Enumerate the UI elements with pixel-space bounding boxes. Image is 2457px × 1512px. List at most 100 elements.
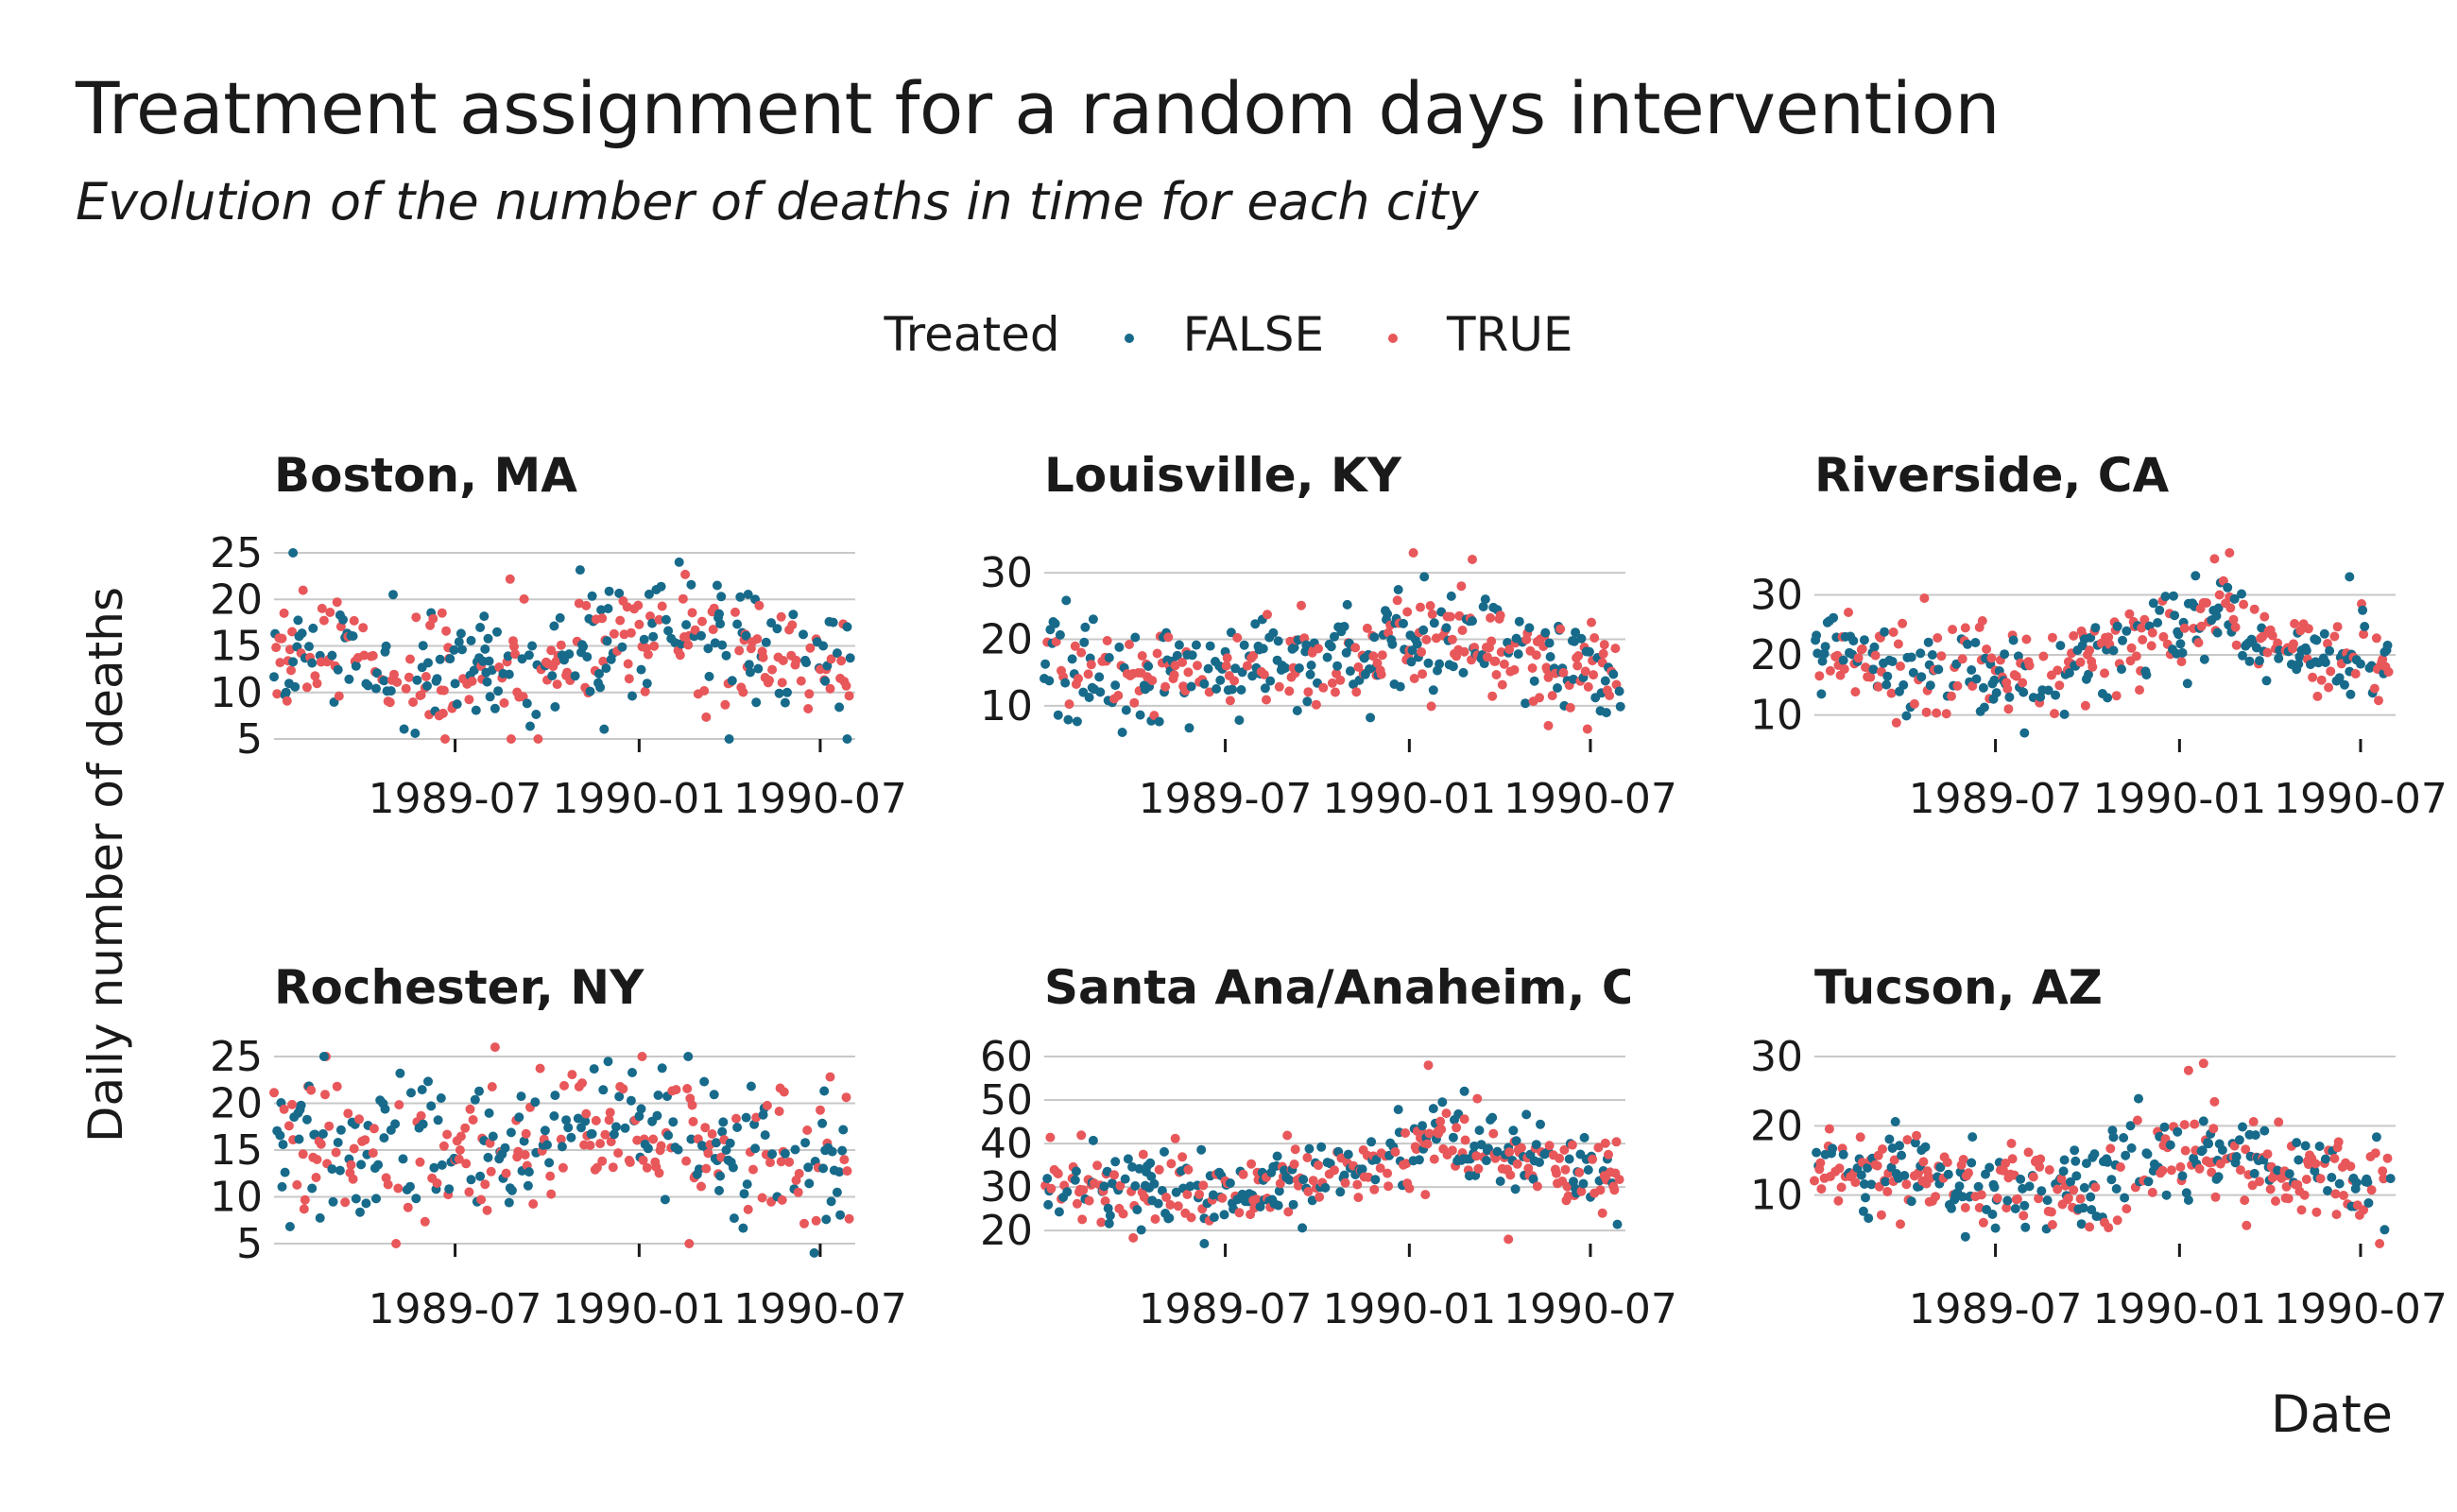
- point-false: [1881, 679, 1892, 690]
- point-false: [2177, 1171, 2188, 1181]
- point-true: [2111, 691, 2122, 701]
- point-false: [1171, 1187, 1181, 1197]
- point-false: [620, 1123, 630, 1133]
- point-true: [1967, 681, 1978, 691]
- point-false: [1369, 632, 1380, 643]
- point-false: [2259, 1125, 2270, 1136]
- point-false: [2191, 571, 2201, 581]
- point-true: [2036, 1154, 2046, 1164]
- point-false: [2059, 709, 2070, 719]
- point-true: [2035, 1161, 2045, 1172]
- point-true: [2326, 666, 2336, 677]
- point-true: [1390, 1147, 1400, 1157]
- point-false: [1234, 715, 1245, 726]
- point-false: [2064, 668, 2074, 679]
- point-false: [1569, 1177, 1578, 1187]
- point-true: [455, 1145, 465, 1155]
- point-true: [2258, 631, 2268, 642]
- point-true: [2132, 1115, 2142, 1125]
- point-true: [654, 614, 664, 625]
- point-true: [2126, 643, 2137, 653]
- point-false: [709, 1090, 719, 1100]
- point-true: [271, 643, 282, 653]
- point-true: [405, 654, 415, 664]
- point-true: [1459, 1114, 1469, 1125]
- point-false: [2223, 582, 2233, 593]
- point-true: [1870, 650, 1881, 661]
- point-true: [758, 652, 768, 662]
- point-true: [1102, 636, 1112, 645]
- point-true: [2265, 1184, 2276, 1194]
- point-false: [386, 686, 396, 696]
- point-false: [711, 1138, 721, 1148]
- point-true: [2274, 1117, 2284, 1127]
- point-false: [2362, 1177, 2373, 1188]
- point-true: [1605, 691, 1615, 700]
- point-true: [1573, 651, 1584, 661]
- point-true: [480, 1179, 490, 1190]
- point-false: [1973, 1181, 1984, 1192]
- point-true: [1290, 1144, 1300, 1155]
- point-true: [1512, 1159, 1522, 1169]
- point-true: [642, 1162, 652, 1173]
- point-true: [411, 612, 421, 623]
- point-false: [2086, 1192, 2096, 1202]
- point-true: [2255, 1177, 2264, 1187]
- point-true: [1046, 1183, 1057, 1194]
- point-false: [652, 1110, 662, 1121]
- point-true: [368, 650, 378, 661]
- point-true: [1447, 1145, 1457, 1156]
- point-false: [1916, 672, 1927, 682]
- point-false: [1123, 1154, 1133, 1164]
- x-tick-label: 1989-07: [1909, 775, 2083, 823]
- point-false: [2122, 626, 2132, 636]
- point-false: [1578, 1178, 1589, 1189]
- point-true: [615, 615, 626, 626]
- point-true: [1886, 688, 1897, 698]
- point-true: [1597, 1208, 1607, 1218]
- point-false: [1084, 693, 1094, 702]
- y-tick-label: 10: [1750, 692, 1803, 740]
- point-true: [1078, 1185, 1089, 1195]
- point-false: [417, 1085, 427, 1095]
- point-false: [2055, 641, 2066, 651]
- point-true: [440, 734, 450, 744]
- point-true: [2166, 1165, 2176, 1176]
- point-false: [826, 1196, 836, 1207]
- point-true: [1850, 1177, 1861, 1188]
- point-false: [315, 1212, 325, 1223]
- point-false: [2111, 1184, 2122, 1194]
- point-false: [1459, 1086, 1469, 1096]
- point-false: [2087, 1205, 2097, 1215]
- point-true: [1376, 669, 1386, 679]
- point-true: [1408, 548, 1418, 558]
- y-tick-label: 20: [980, 615, 1033, 663]
- point-false: [1199, 679, 1210, 689]
- point-false: [1185, 1181, 1195, 1192]
- point-false: [699, 1076, 710, 1087]
- point-true: [1505, 1170, 1516, 1180]
- point-false: [1564, 1154, 1574, 1164]
- point-true: [310, 671, 320, 681]
- point-true: [1353, 662, 1364, 672]
- point-false: [1255, 1202, 1265, 1211]
- point-false: [694, 1164, 704, 1175]
- panel-title: Rochester, NY: [274, 960, 644, 1015]
- point-true: [343, 1108, 353, 1119]
- point-true: [681, 1156, 692, 1166]
- point-false: [1062, 1187, 1073, 1197]
- point-false: [745, 667, 755, 678]
- point-true: [1459, 646, 1469, 657]
- point-false: [1228, 684, 1237, 695]
- point-false: [835, 1210, 846, 1220]
- point-true: [1118, 1209, 1128, 1219]
- point-true: [776, 611, 786, 622]
- point-false: [845, 653, 855, 663]
- point-true: [1496, 647, 1506, 657]
- chart-subtitle: Evolution of the number of deaths in tim…: [76, 172, 1479, 232]
- point-true: [1460, 1135, 1470, 1145]
- point-false: [1070, 1175, 1080, 1185]
- point-false: [484, 1108, 494, 1118]
- point-true: [791, 655, 801, 665]
- point-true: [1351, 687, 1362, 697]
